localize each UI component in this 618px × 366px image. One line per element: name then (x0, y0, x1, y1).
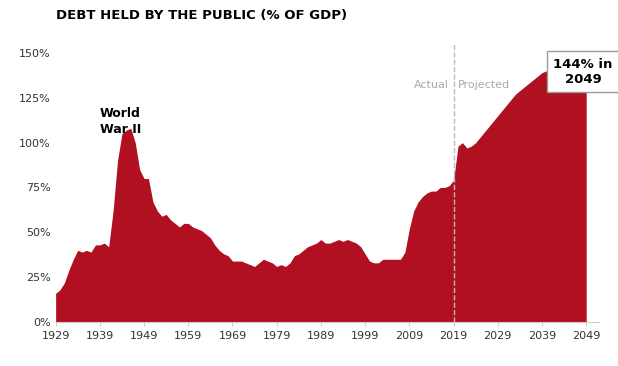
Text: Projected: Projected (458, 80, 510, 90)
Text: 144% in
2049: 144% in 2049 (554, 58, 613, 86)
Text: World
War II: World War II (100, 107, 141, 136)
Text: Actual: Actual (414, 80, 449, 90)
Text: DEBT HELD BY THE PUBLIC (% OF GDP): DEBT HELD BY THE PUBLIC (% OF GDP) (56, 9, 347, 22)
